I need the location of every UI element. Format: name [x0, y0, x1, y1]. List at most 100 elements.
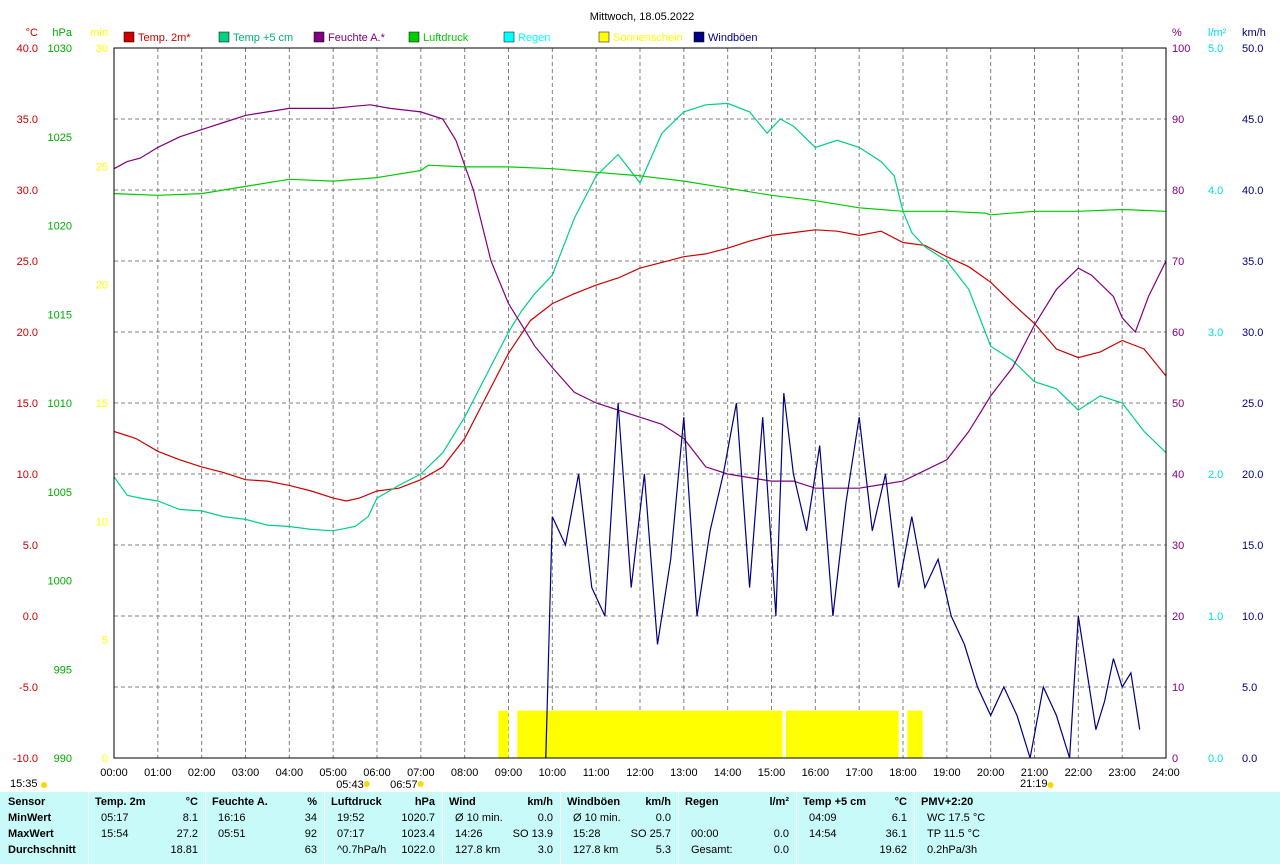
axis-tick-sunshine: 20 [96, 280, 108, 292]
panel-cell-value: 8.1 [182, 812, 198, 824]
axis-tick-sunshine: 30 [96, 43, 108, 55]
axis-tick-pressure: 1005 [48, 487, 72, 499]
axis-unit-sunshine: min [90, 27, 108, 39]
axis-tick-humidity: 40 [1172, 469, 1184, 481]
legend-label: Feuchte A.* [328, 32, 386, 44]
panel-label-min: MinWert [8, 812, 52, 824]
axis-tick-temp: -10.0 [13, 753, 38, 765]
panel-group-unit: °C [185, 796, 198, 808]
panel-cell-time: ^0.7hPa/h [337, 844, 387, 856]
legend-label: Temp +5 cm [233, 32, 293, 44]
axis-tick-humidity: 90 [1172, 114, 1184, 126]
x-tick-label: 21:00 [1021, 767, 1049, 779]
panel-group: Luftdruck hPa 19:52 1020.7 07:17 1023.4 ^0.7hP… [324, 792, 443, 864]
axis-tick-pressure: 1015 [48, 309, 72, 321]
axis-tick-humidity: 20 [1172, 611, 1184, 623]
panel-cell-time: 15:28 [573, 828, 601, 840]
panel-group: Regen l/m² 00:00 0.0 Gesamt: 0.0 [678, 792, 797, 864]
panel-cell-value: 0.0 [773, 844, 789, 856]
axis-tick-sunshine: 15 [96, 398, 108, 410]
panel-cell-time: WC 17.5 °C [927, 812, 986, 824]
plot-frame [113, 47, 1167, 759]
panel-group-title: Windböen [567, 796, 621, 808]
axis-tick-temp: 10.0 [17, 469, 38, 481]
axis-tick-sunshine: 5 [102, 635, 108, 647]
sunshine-bar [498, 710, 509, 758]
x-tick-label: 01:00 [144, 767, 172, 779]
panel-cell-value: 5.3 [655, 844, 671, 856]
event-dot [363, 781, 370, 787]
x-tick-label: 09:00 [495, 767, 523, 779]
legend-label: Sonnenschein [613, 32, 683, 44]
panel-cell-time: Gesamt: [691, 844, 733, 856]
axis-tick-pressure: 995 [54, 664, 72, 676]
series-line-1 [113, 102, 1167, 532]
panel-cell-value: 1020.7 [401, 812, 435, 824]
panel-group-unit: km/h [527, 796, 553, 808]
axis-tick-humidity: 30 [1172, 540, 1184, 552]
axis-tick-temp: 20.0 [17, 327, 38, 339]
panel-cell-time: 0.2hPa/3h [927, 844, 978, 856]
axis-tick-rain: 3.0 [1208, 327, 1223, 339]
sunshine-bar [785, 710, 899, 758]
panel-cell-value: 6.1 [891, 812, 907, 824]
legend-swatch [503, 31, 515, 43]
panel-label-column: Sensor MinWert MaxWert Durchschnitt [0, 792, 88, 864]
axis-tick-rain: 1.0 [1208, 611, 1223, 623]
axis-tick-temp: 5.0 [23, 540, 38, 552]
legend-label: Windböen [708, 32, 758, 44]
axis-tick-temp: -5.0 [19, 682, 38, 694]
panel-cell-value: 0.0 [655, 812, 671, 824]
legend-swatch [218, 31, 230, 43]
x-tick-label: 17:00 [845, 767, 873, 779]
event-label: 05:43 [336, 779, 364, 791]
x-tick-label: 22:00 [1065, 767, 1093, 779]
axis-unit-rain: l/m² [1208, 27, 1227, 39]
axis-tick-wind: 40.0 [1242, 185, 1263, 197]
axis-tick-rain: 2.0 [1208, 469, 1223, 481]
axis-tick-pressure: 1030 [48, 43, 72, 55]
axis-unit-pressure: hPa [52, 27, 72, 39]
axis-tick-wind: 35.0 [1242, 256, 1263, 268]
x-tick-label: 13:00 [670, 767, 698, 779]
series-line-3 [113, 164, 1167, 216]
legend-swatch [408, 31, 420, 43]
axis-tick-pressure: 990 [54, 753, 72, 765]
panel-cell-time: Ø 10 min. [455, 812, 503, 824]
panel-cell-value: 27.2 [176, 828, 198, 840]
panel-label-max: MaxWert [8, 828, 54, 840]
panel-cell-value: 0.0 [773, 828, 789, 840]
panel-cell-time: 05:17 [101, 812, 129, 824]
x-tick-label: 06:00 [363, 767, 391, 779]
legend-swatch [313, 31, 325, 43]
axis-tick-pressure: 1025 [48, 132, 72, 144]
panel-cell-time: 05:51 [218, 828, 246, 840]
panel-group: Temp +5 cm °C 04:09 6.1 14:54 36.1 19.62 [796, 792, 915, 864]
panel-cell-time: 07:17 [337, 828, 365, 840]
panel-group-unit: l/m² [769, 796, 789, 808]
series-line-2 [113, 104, 1167, 489]
panel-label-sensor: Sensor [8, 796, 46, 808]
x-tick-label: 18:00 [889, 767, 917, 779]
axis-tick-wind: 5.0 [1242, 682, 1257, 694]
summary-panel: Sensor MinWert MaxWert Durchschnitt Temp. 2m… [0, 792, 1280, 864]
panel-cell-time: 04:09 [809, 812, 837, 824]
axis-tick-wind: 25.0 [1242, 398, 1263, 410]
axis-tick-humidity: 10 [1172, 682, 1184, 694]
x-tick-label: 14:00 [714, 767, 742, 779]
axis-tick-wind: 0.0 [1242, 753, 1257, 765]
axis-tick-wind: 10.0 [1242, 611, 1263, 623]
panel-group-unit: km/h [645, 796, 671, 808]
axis-unit-temp: °C [26, 27, 38, 39]
legend-swatch [693, 31, 705, 43]
panel-cell-value: SO 13.9 [512, 828, 553, 840]
panel-cell-time: 127.8 km [455, 844, 501, 856]
panel-cell-time: 14:26 [455, 828, 483, 840]
panel-cell-time: TP 11.5 °C [927, 828, 980, 840]
axis-tick-temp: 35.0 [17, 114, 38, 126]
sunshine-bar [517, 710, 783, 758]
event-label: 06:57 [390, 779, 418, 791]
axis-unit-humidity: % [1172, 27, 1182, 39]
axis-tick-temp: 25.0 [17, 256, 38, 268]
panel-cell-value: 18.81 [170, 844, 198, 856]
